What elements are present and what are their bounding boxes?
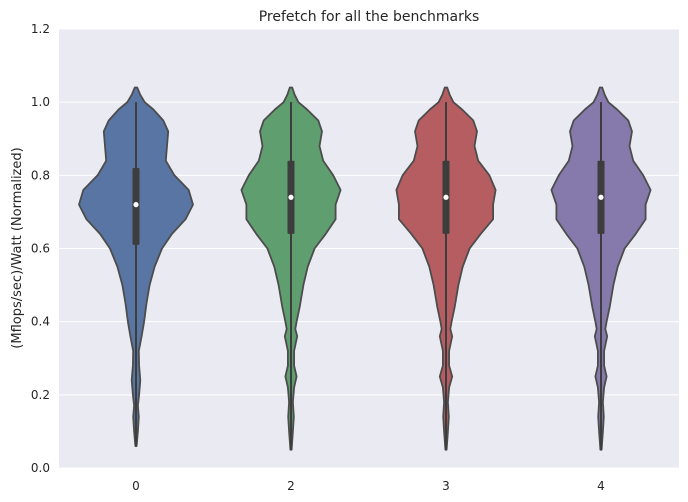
x-tick-label: 3 [442, 479, 450, 493]
violin-median-point [598, 194, 604, 200]
y-tick-labels: 0.0 0.2 0.4 0.6 0.8 1.0 1.2 [31, 22, 50, 475]
y-tick-label: 0.2 [31, 388, 50, 402]
x-tick-label: 2 [287, 479, 295, 493]
x-tick-labels: 0 2 3 4 [132, 479, 605, 493]
y-tick-label: 1.2 [31, 22, 50, 36]
chart-title: Prefetch for all the benchmarks [259, 9, 480, 25]
y-tick-label: 1.0 [31, 95, 50, 109]
y-tick-label: 0.8 [31, 168, 50, 182]
x-tick-label: 4 [597, 479, 605, 493]
violin-median-point [288, 194, 294, 200]
y-tick-label: 0.4 [31, 315, 50, 329]
violin-median-point [133, 202, 139, 208]
violin-median-point [443, 194, 449, 200]
x-tick-label: 0 [132, 479, 140, 493]
y-tick-label: 0.6 [31, 242, 50, 256]
y-tick-label: 0.0 [31, 461, 50, 475]
violins [78, 86, 652, 451]
y-axis-label: (Mflops/sec)/Watt (Normalized) [10, 147, 25, 348]
